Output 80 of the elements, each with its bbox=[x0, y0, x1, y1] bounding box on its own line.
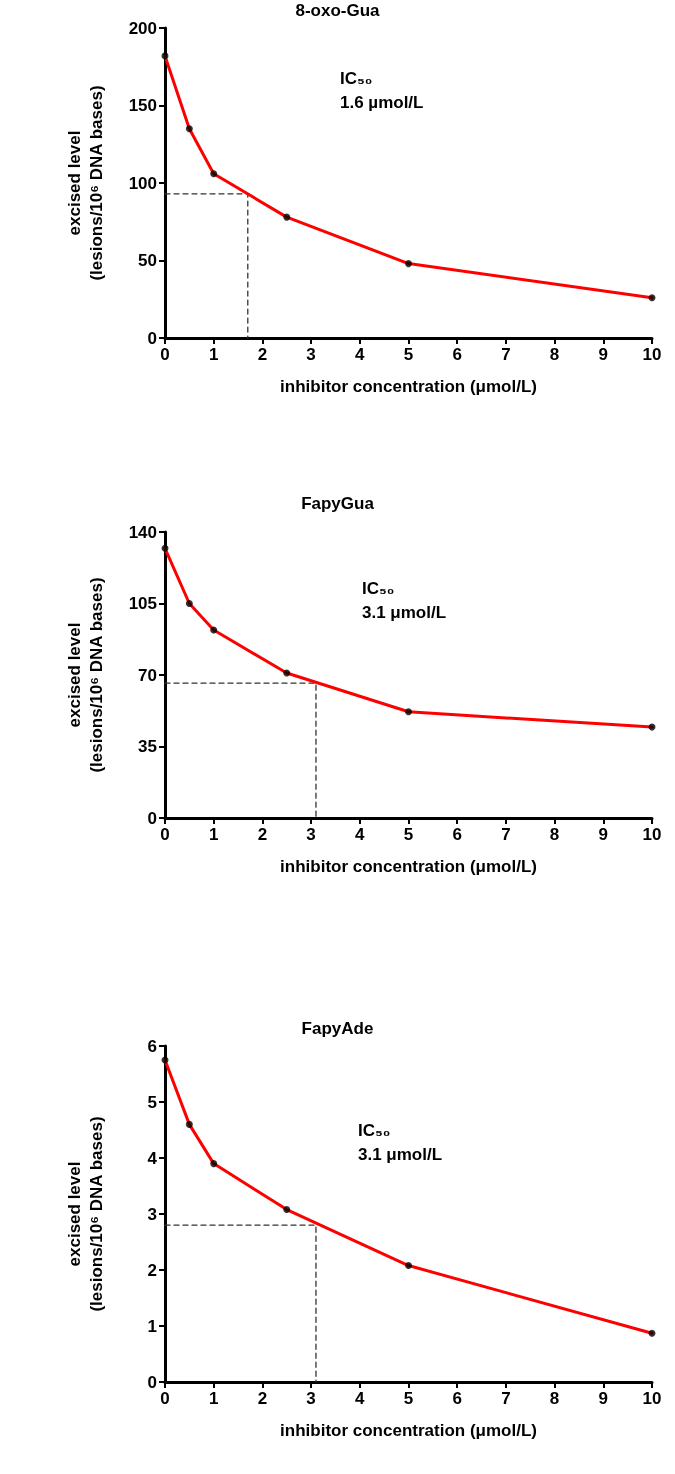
x-tick-label: 7 bbox=[501, 825, 511, 844]
point bbox=[210, 626, 218, 634]
x-tick-label: 10 bbox=[642, 345, 662, 364]
annotation: 1.6 µmol/L bbox=[340, 93, 424, 112]
y-tick-label: 5 bbox=[147, 1092, 157, 1112]
annotation: IC₅₀ bbox=[358, 1121, 391, 1140]
y-tick-label: 200 bbox=[128, 18, 157, 38]
y-tick-label: 1 bbox=[147, 1316, 157, 1336]
y-tick-label: 150 bbox=[128, 96, 157, 115]
x-tick-label: 7 bbox=[501, 345, 511, 364]
point bbox=[210, 1160, 218, 1168]
x-tick-label: 2 bbox=[257, 1389, 268, 1408]
point bbox=[283, 1206, 291, 1214]
y-tick-label: 4 bbox=[147, 1148, 158, 1168]
chart-title: 8-oxo-Gua bbox=[295, 1, 381, 20]
annotation: IC₅₀ bbox=[362, 579, 395, 598]
y-tick-label: 50 bbox=[138, 251, 157, 270]
point bbox=[185, 125, 193, 133]
point bbox=[161, 544, 169, 552]
annotation: 3.1 μmol/L bbox=[358, 1145, 443, 1164]
y-axis-title: excised level (lesions/10⁶ DNA bases) bbox=[64, 85, 106, 281]
point bbox=[185, 1120, 193, 1128]
x-tick-label: 5 bbox=[403, 345, 414, 364]
x-tick-label: 3 bbox=[306, 1389, 316, 1408]
y-tick-label: 3 bbox=[147, 1204, 157, 1224]
y-tick-label: 0 bbox=[147, 1372, 157, 1392]
y-tick-label: 35 bbox=[138, 737, 157, 756]
point bbox=[648, 294, 656, 302]
point bbox=[210, 170, 218, 178]
point bbox=[405, 708, 412, 716]
chart-title: FapyGua bbox=[301, 494, 375, 513]
x-tick-label: 10 bbox=[642, 825, 662, 844]
x-tick-label: 8 bbox=[549, 825, 560, 844]
x-tick-label: 9 bbox=[598, 345, 609, 364]
x-tick-label: 4 bbox=[355, 825, 366, 844]
x-axis-title: inhibitor concentration (μmol/L) bbox=[280, 1421, 537, 1440]
point bbox=[185, 600, 193, 607]
x-tick-label: 8 bbox=[549, 1389, 560, 1408]
x-tick-label: 9 bbox=[598, 1389, 609, 1408]
x-tick-label: 5 bbox=[403, 1389, 414, 1408]
y-tick-label: 105 bbox=[128, 594, 157, 613]
annotation: IC₅₀ bbox=[340, 69, 373, 88]
x-axis-title: inhibitor concentration (μmol/L) bbox=[280, 377, 537, 396]
x-tick-label: 5 bbox=[403, 825, 414, 844]
x-tick-label: 9 bbox=[598, 825, 609, 844]
x-tick-label: 8 bbox=[549, 345, 560, 364]
y-axis-title: excised level (lesions/10⁶ DNA bases) bbox=[64, 577, 106, 773]
x-tick-label: 4 bbox=[355, 1389, 366, 1408]
x-tick-label: 0 bbox=[160, 1389, 170, 1408]
x-tick-label: 1 bbox=[208, 345, 219, 364]
y-tick-label: 100 bbox=[128, 173, 157, 193]
y-tick-label: 70 bbox=[138, 665, 157, 685]
point bbox=[283, 669, 291, 677]
y-tick-label: 0 bbox=[147, 328, 157, 348]
x-tick-label: 7 bbox=[501, 1389, 511, 1408]
y-axis-title: excised level (lesions/10⁶ DNA bases) bbox=[64, 1116, 106, 1312]
x-tick-label: 3 bbox=[306, 345, 316, 364]
y-tick-label: 140 bbox=[128, 522, 157, 542]
x-tick-label: 0 bbox=[160, 825, 170, 844]
x-tick-label: 1 bbox=[208, 825, 219, 844]
x-tick-label: 4 bbox=[355, 345, 366, 364]
annotation: 3.1 μmol/L bbox=[362, 603, 447, 622]
x-tick-label: 2 bbox=[257, 825, 268, 844]
point bbox=[405, 260, 412, 268]
x-tick-label: 6 bbox=[452, 825, 462, 844]
x-tick-label: 10 bbox=[642, 1389, 662, 1408]
x-tick-label: 1 bbox=[208, 1389, 219, 1408]
y-tick-label: 0 bbox=[147, 808, 157, 828]
x-tick-label: 6 bbox=[452, 345, 462, 364]
point bbox=[648, 1329, 656, 1337]
x-tick-label: 6 bbox=[452, 1389, 462, 1408]
x-tick-label: 3 bbox=[306, 825, 316, 844]
x-tick-label: 0 bbox=[160, 345, 170, 364]
point bbox=[405, 1262, 412, 1270]
point bbox=[283, 213, 291, 221]
y-tick-label: 2 bbox=[147, 1260, 157, 1280]
chart-title: FapyAde bbox=[301, 1019, 374, 1038]
y-tick-label: 6 bbox=[147, 1036, 157, 1056]
x-axis-title: inhibitor concentration (μmol/L) bbox=[280, 857, 537, 876]
x-tick-label: 2 bbox=[257, 345, 268, 364]
